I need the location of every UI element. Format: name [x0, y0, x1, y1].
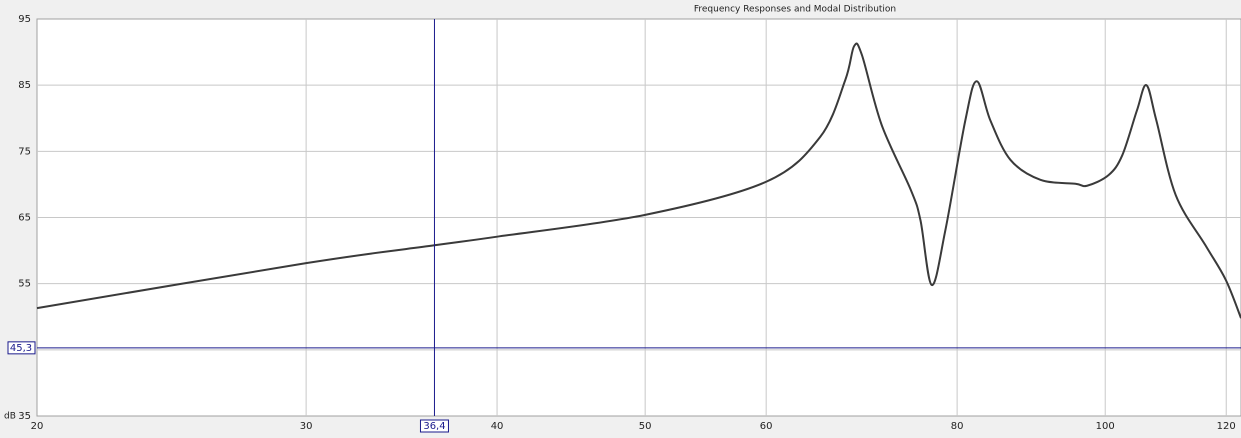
chart-title: Frequency Responses and Modal Distributi…	[694, 5, 896, 15]
y-tick-label: 65	[18, 213, 31, 224]
y-tick-label: 95	[18, 14, 31, 25]
x-tick-label: 60	[760, 421, 773, 432]
cursor-y-label: 45,3	[10, 343, 32, 354]
x-tick-label: 40	[491, 421, 504, 432]
cursor-x-box	[419, 419, 449, 433]
y-tick-label: 75	[18, 146, 31, 157]
response-line	[36, 42, 1241, 319]
x-tick-label: 100	[1096, 421, 1115, 432]
cursor-y-box	[7, 341, 36, 355]
y-tick-label: 35	[18, 411, 31, 422]
x-tick-label: 80	[951, 421, 964, 432]
x-tick-label: 120	[1217, 421, 1236, 432]
x-tick-label: 20	[31, 421, 44, 432]
y-tick-label: 55	[18, 279, 31, 290]
x-tick-label: 50	[639, 421, 652, 432]
y-tick-label: 85	[18, 80, 31, 91]
y-unit: dB	[4, 412, 16, 422]
x-tick-label: 30	[300, 421, 313, 432]
cursor-x-label: 36,4	[423, 421, 445, 432]
